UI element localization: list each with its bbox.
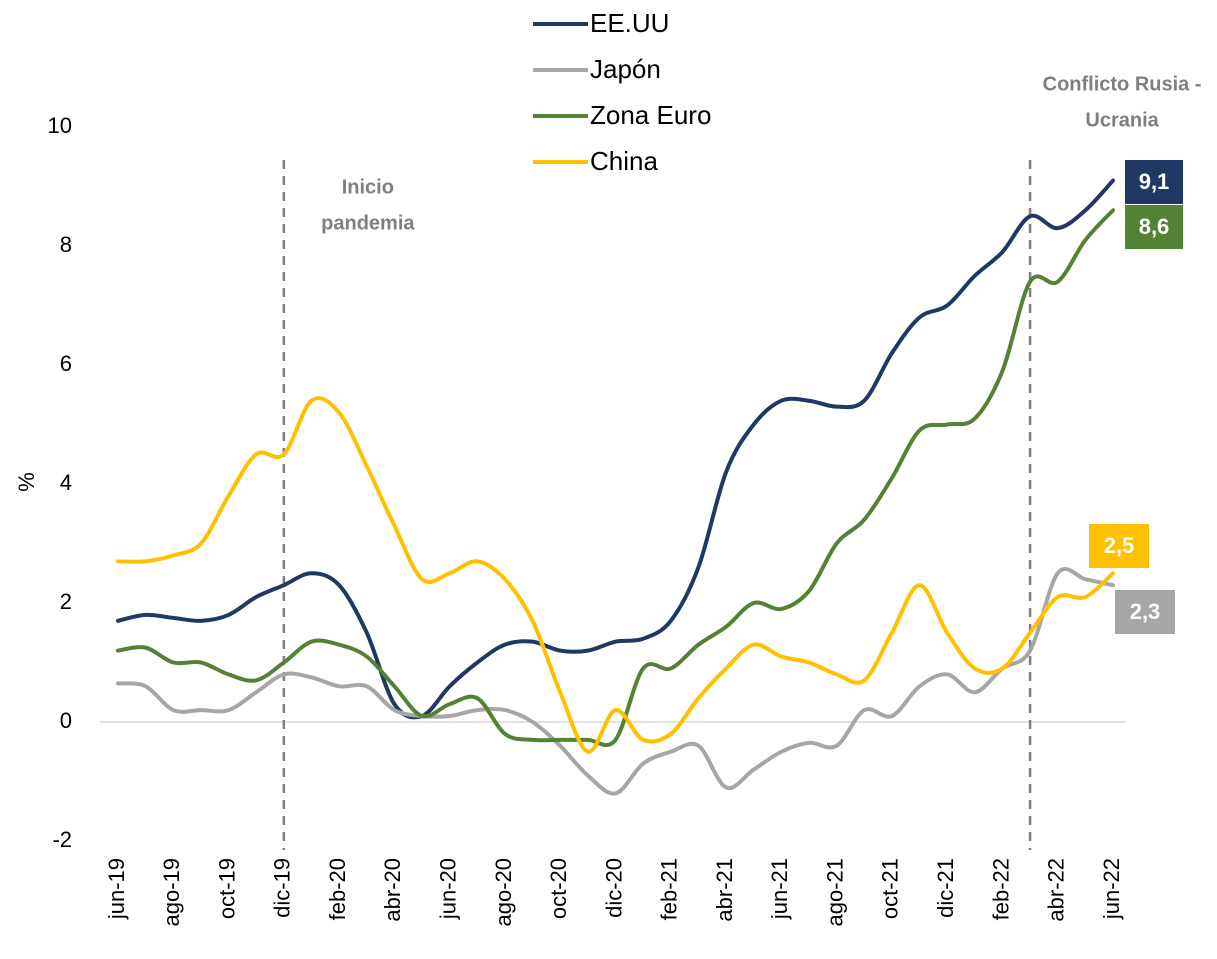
x-tick-label: feb-22 <box>988 858 1013 920</box>
y-tick-label: 8 <box>60 232 72 257</box>
end-label: 2,5 <box>1104 533 1135 558</box>
annotation-text: Inicio <box>342 176 394 198</box>
series-line <box>116 208 1115 748</box>
end-label: 9,1 <box>1139 169 1170 194</box>
legend-label: EE.UU <box>590 8 669 38</box>
annotation-text: pandemia <box>321 212 415 234</box>
x-tick-label: dic-21 <box>933 858 958 918</box>
annotation-text: Conflicto Rusia - <box>1043 73 1202 95</box>
x-tick-label: oct-19 <box>214 858 239 919</box>
y-tick-label: 4 <box>60 470 72 495</box>
x-tick-label: ago-19 <box>159 858 184 927</box>
x-tick-label: jun-20 <box>435 858 460 920</box>
y-tick-label: 6 <box>60 351 72 376</box>
series-line <box>116 178 1115 720</box>
x-tick-label: feb-21 <box>657 858 682 920</box>
legend-label: China <box>590 146 658 176</box>
y-tick-label: -2 <box>52 827 72 852</box>
end-label: 8,6 <box>1139 214 1170 239</box>
end-label: 2,3 <box>1130 599 1161 624</box>
series-line <box>116 396 1115 754</box>
end-label-box <box>1115 590 1175 634</box>
x-tick-label: dic-19 <box>270 858 295 918</box>
x-tick-label: abr-20 <box>380 858 405 922</box>
y-tick-label: 0 <box>60 708 72 733</box>
x-tick-label: jun-19 <box>104 858 129 920</box>
y-tick-label: 10 <box>48 113 72 138</box>
end-label-box <box>1125 160 1183 204</box>
x-tick-label: dic-20 <box>601 858 626 918</box>
x-tick-label: abr-22 <box>1044 858 1069 922</box>
x-tick-label: jun-22 <box>1099 858 1124 920</box>
annotation-text: Ucrania <box>1085 109 1159 131</box>
legend-label: Zona Euro <box>590 100 711 130</box>
x-tick-label: oct-20 <box>546 858 571 919</box>
end-label-box <box>1125 205 1183 249</box>
y-axis-label: % <box>14 472 39 492</box>
x-tick-label: feb-20 <box>325 858 350 920</box>
legend-label: Japón <box>590 54 661 84</box>
end-label-box <box>1089 524 1149 568</box>
x-tick-label: jun-21 <box>767 858 792 920</box>
x-tick-label: ago-20 <box>491 858 516 927</box>
x-tick-label: ago-21 <box>822 858 847 927</box>
x-tick-label: oct-21 <box>878 858 903 919</box>
x-tick-label: abr-21 <box>712 858 737 922</box>
y-tick-label: 2 <box>60 589 72 614</box>
series-line <box>116 566 1115 796</box>
